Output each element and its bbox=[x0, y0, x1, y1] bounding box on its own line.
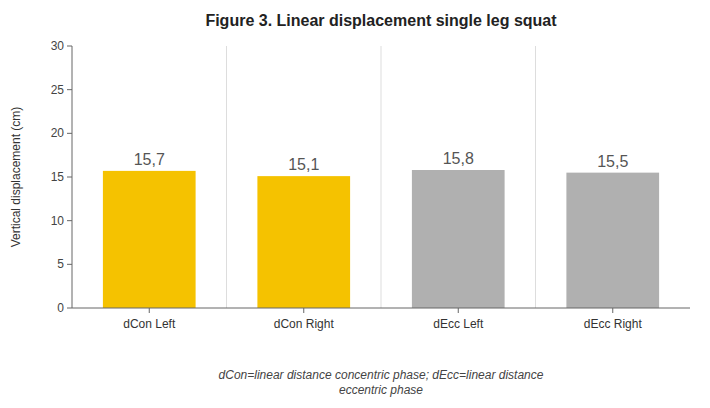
y-axis-label: Vertical displacement (cm) bbox=[9, 107, 23, 248]
bar bbox=[103, 171, 196, 308]
y-axis-line bbox=[72, 46, 73, 308]
y-tick bbox=[67, 220, 72, 221]
data-label: 15,1 bbox=[288, 156, 319, 173]
x-axis-line bbox=[72, 308, 690, 309]
x-tick-label: dEcc Left bbox=[433, 317, 484, 331]
category-separator bbox=[226, 46, 227, 308]
x-tick-label: dCon Right bbox=[274, 317, 335, 331]
x-tick bbox=[149, 308, 150, 313]
y-tick-label: 0 bbox=[57, 301, 64, 315]
footnote: dCon=linear distance concentric phase; d… bbox=[219, 368, 544, 382]
x-tick bbox=[303, 308, 304, 313]
category-separator bbox=[535, 46, 536, 308]
bar bbox=[412, 170, 505, 308]
y-tick bbox=[67, 46, 72, 47]
category-separator bbox=[381, 46, 382, 308]
bar bbox=[566, 173, 659, 308]
bar bbox=[257, 176, 350, 308]
x-tick bbox=[458, 308, 459, 313]
chart: Figure 3. Linear displacement single leg… bbox=[0, 0, 710, 408]
bars bbox=[103, 170, 659, 308]
title: Figure 3. Linear displacement single leg… bbox=[205, 12, 557, 29]
x-tick-label: dCon Left bbox=[123, 317, 176, 331]
y-tick bbox=[67, 133, 72, 134]
data-label: 15,8 bbox=[443, 150, 474, 167]
y-tick-label: 5 bbox=[57, 257, 64, 271]
y-tick-label: 30 bbox=[51, 39, 65, 53]
data-label: 15,7 bbox=[134, 151, 165, 168]
y-tick-label: 15 bbox=[51, 170, 65, 184]
y-tick bbox=[67, 177, 72, 178]
x-tick-label: dEcc Right bbox=[584, 317, 643, 331]
y-tick-label: 10 bbox=[51, 214, 65, 228]
y-tick-label: 20 bbox=[51, 126, 65, 140]
y-tick-label: 25 bbox=[51, 83, 65, 97]
x-tick bbox=[612, 308, 613, 313]
y-tick bbox=[67, 89, 72, 90]
data-label: 15,5 bbox=[597, 153, 628, 170]
y-tick bbox=[67, 308, 72, 309]
footnote: eccentric phase bbox=[339, 383, 423, 397]
y-tick bbox=[67, 264, 72, 265]
